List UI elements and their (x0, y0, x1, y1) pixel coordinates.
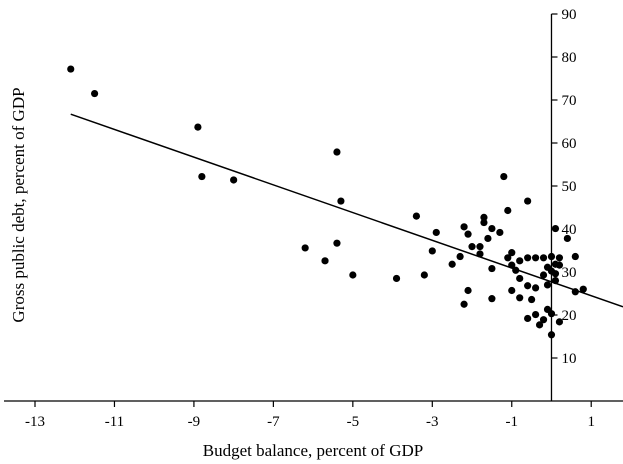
x-tick-label: -13 (25, 414, 45, 430)
y-axis-title: Gross public debt, percent of GDP (9, 87, 28, 322)
data-point (547, 310, 556, 318)
x-tick-label: -9 (188, 414, 201, 430)
y-tick-label: 40 (561, 222, 576, 238)
data-point (508, 261, 516, 269)
data-point (484, 234, 492, 243)
data-point (464, 230, 472, 238)
x-tick-label: -7 (267, 414, 280, 430)
data-point (524, 197, 532, 205)
data-point (333, 148, 341, 156)
data-point (528, 295, 536, 304)
data-point (468, 243, 476, 251)
data-point (516, 294, 524, 302)
data-point (460, 300, 468, 308)
data-point (488, 264, 496, 273)
data-point (531, 310, 540, 319)
data-point (539, 271, 548, 279)
data-point (571, 288, 579, 296)
x-axis-title: Budget balance, percent of GDP (203, 441, 423, 460)
x-tick-label: -3 (426, 414, 439, 430)
data-point (392, 274, 401, 283)
data-point (456, 252, 464, 261)
data-point (420, 271, 428, 279)
data-point (412, 212, 421, 220)
data-point (333, 239, 341, 247)
data-point (531, 284, 540, 292)
data-point (535, 321, 544, 329)
data-point (500, 172, 508, 181)
y-tick-label: 80 (561, 50, 576, 66)
data-point (516, 257, 524, 265)
y-tick-label: 20 (561, 308, 576, 324)
x-tick-label: -1 (506, 414, 519, 430)
y-tick-label: 70 (561, 93, 576, 109)
data-point (321, 257, 329, 265)
data-point (230, 176, 238, 184)
data-point (504, 206, 512, 215)
data-point (488, 224, 496, 233)
data-point (67, 65, 75, 73)
data-point (563, 234, 571, 243)
y-tick-label: 50 (561, 179, 576, 195)
data-point (448, 260, 456, 268)
trend-line (70, 113, 623, 308)
data-point (531, 254, 540, 262)
x-tick-label: -11 (105, 414, 124, 430)
data-point (460, 223, 468, 231)
data-point (508, 286, 516, 295)
data-point (198, 172, 206, 181)
data-point (555, 254, 564, 262)
y-tick-label: 90 (561, 7, 576, 23)
x-tick-label: -5 (347, 414, 360, 430)
data-point (508, 249, 516, 257)
data-point (349, 271, 357, 279)
data-point (579, 285, 587, 293)
data-point (512, 266, 520, 274)
data-point (488, 295, 496, 303)
data-point (480, 213, 488, 221)
y-tick-label: 60 (561, 136, 576, 152)
data-point (539, 254, 548, 262)
data-point (543, 281, 552, 289)
data-point (476, 250, 484, 258)
data-point (496, 228, 504, 237)
y-tick-label: 30 (561, 265, 576, 281)
data-point (432, 228, 440, 237)
data-point (476, 243, 484, 251)
data-point (571, 252, 579, 261)
x-tick-label: 1 (587, 414, 595, 430)
data-point (524, 282, 532, 290)
data-point (90, 89, 99, 98)
y-tick-label: 10 (561, 351, 576, 367)
data-point (464, 286, 472, 295)
data-point (516, 274, 524, 283)
data-point (551, 277, 560, 285)
data-point (551, 224, 560, 233)
data-point (428, 247, 436, 255)
data-point (547, 252, 556, 261)
data-point (547, 331, 556, 339)
data-point (504, 254, 512, 262)
data-point (524, 254, 532, 262)
data-point (555, 261, 564, 269)
data-point (539, 316, 548, 324)
data-point (337, 197, 345, 205)
data-point (555, 318, 564, 326)
data-point (480, 218, 488, 227)
data-point (524, 314, 532, 323)
data-point (194, 123, 202, 131)
data-point (301, 244, 309, 252)
data-point (551, 270, 560, 278)
